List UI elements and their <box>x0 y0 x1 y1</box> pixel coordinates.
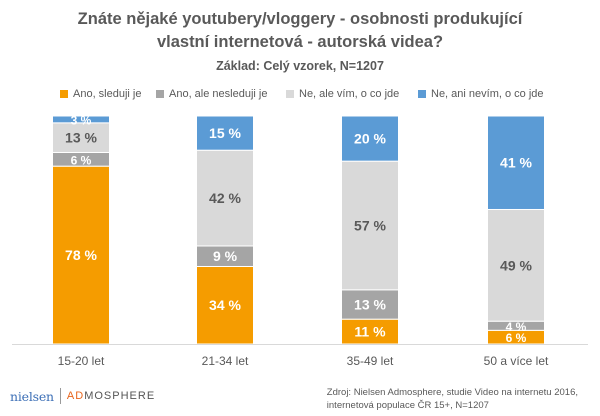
bar-segment <box>52 165 110 345</box>
data-label: 11 % <box>354 324 386 340</box>
data-label: 9 % <box>213 248 238 264</box>
chart-legend: Ano, sleduji je Ano, ale nesleduji je Ne, … <box>0 88 600 102</box>
brand-logos: nielsen ADMOSPHERE <box>10 388 155 404</box>
bar-segment <box>341 115 399 162</box>
source-note: Zdroj: Nielsen Admosphere, studie Video … <box>327 386 578 412</box>
legend-swatch <box>418 90 426 98</box>
x-tick-label: 21-34 let <box>202 354 249 368</box>
data-label: 6 % <box>506 331 527 345</box>
admosphere-logo-prefix: AD <box>66 390 85 402</box>
bar-segment <box>487 115 545 210</box>
data-label: 78 % <box>65 247 97 263</box>
data-label: 6 % <box>71 153 92 167</box>
data-label: 3 % <box>71 113 92 127</box>
legend-label: Ne, ale vím, o co jde <box>299 88 400 100</box>
bar-segment <box>341 160 399 291</box>
data-label: 34 % <box>209 297 241 313</box>
nielsen-logo: nielsen <box>10 388 54 404</box>
bar-segment <box>196 149 254 247</box>
chart-subtitle: Základ: Celý vzorek, N=1207 <box>216 59 384 73</box>
source-line-2: internetová populace ČR 15+, N=1207 <box>326 400 489 411</box>
x-tick-label: 35-49 let <box>347 354 394 368</box>
data-label: 42 % <box>209 190 241 206</box>
x-tick-label: 15-20 let <box>58 354 105 368</box>
chart-title-line-2: vlastní internetová - autorská videa? <box>156 33 444 51</box>
bar-segment <box>487 208 545 322</box>
data-label: 13 % <box>65 130 97 146</box>
bar-segment <box>52 115 110 124</box>
logo-divider <box>59 388 61 404</box>
bar-segment <box>196 115 254 151</box>
legend-swatch <box>286 90 294 98</box>
x-tick-label: 50 a více let <box>484 354 549 368</box>
legend-item: Ano, sleduji je <box>60 88 142 100</box>
legend-label: Ano, ale nesleduji je <box>169 88 268 100</box>
legend-swatch <box>60 90 68 98</box>
legend-item: Ne, ale vím, o co jde <box>286 88 399 100</box>
data-label: 49 % <box>500 257 532 273</box>
data-label: 20 % <box>354 131 386 147</box>
legend-item: Ne, ani nevím, o co jde <box>418 88 544 100</box>
legend-swatch <box>156 90 164 98</box>
chart-title: Znáte nějaké youtubery/vloggery - osobno… <box>0 8 600 54</box>
legend-label: Ano, sleduji je <box>73 88 142 100</box>
legend-label: Ne, ani nevím, o co jde <box>431 88 544 100</box>
data-label: 15 % <box>209 125 241 141</box>
legend-item: Ano, ale nesleduji je <box>156 88 267 100</box>
chart-title-line-1: Znáte nějaké youtubery/vloggery - osobno… <box>77 10 523 28</box>
data-label: 57 % <box>354 217 386 233</box>
admosphere-logo: ADMOSPHERE <box>67 390 155 402</box>
data-label: 41 % <box>500 155 532 171</box>
source-line-1: Zdroj: Nielsen Admosphere, studie Video … <box>326 387 578 398</box>
data-label: 4 % <box>506 320 527 334</box>
data-label: 13 % <box>354 296 386 312</box>
admosphere-logo-suffix: MOSPHERE <box>84 390 156 402</box>
